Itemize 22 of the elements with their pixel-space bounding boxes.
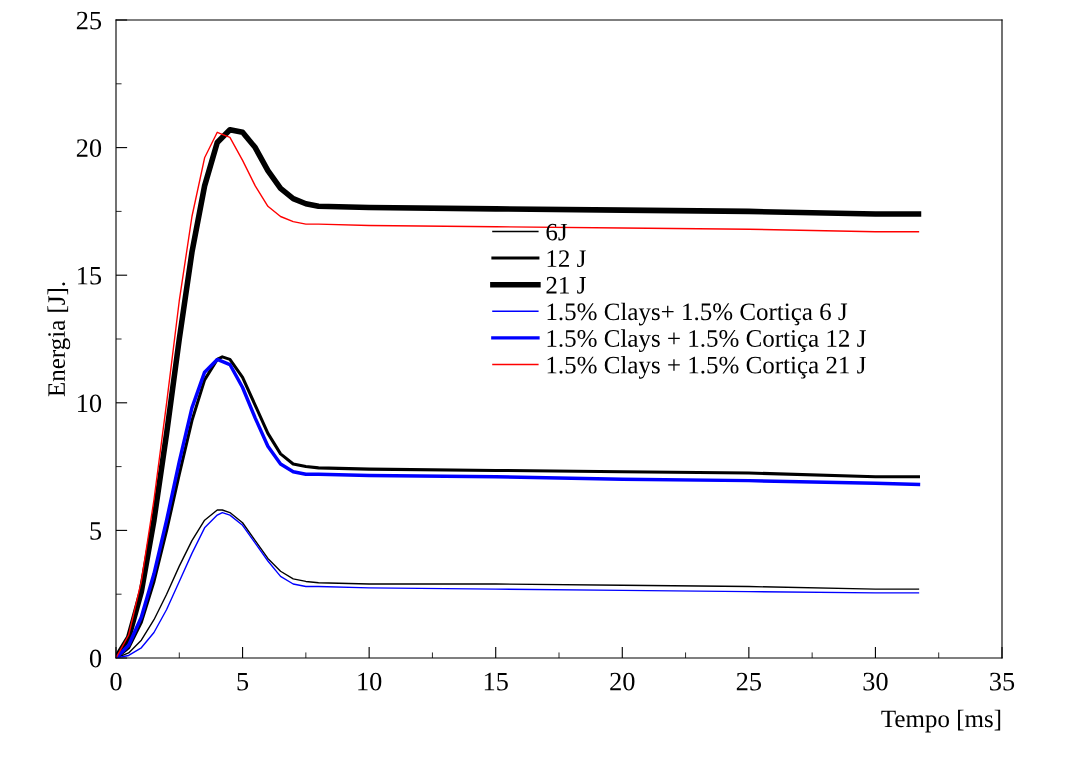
y-tick-label: 25 [76,11,102,30]
y-tick-label: 0 [89,649,102,668]
y-axis-title: Energia [J]. [47,282,71,397]
legend-label: 1.5% Clays+ 1.5% Cortiça 6 J [547,302,848,326]
legend-label: 1.5% Clays + 1.5% Cortiça 12 J [547,329,866,353]
y-tick-label: 20 [76,139,102,158]
x-tick-label: 0 [110,672,122,691]
x-tick-label: 20 [610,672,635,691]
legend-label: 1.5% Clays + 1.5% Cortiça 21 J [547,355,866,379]
x-tick-label: 5 [237,672,249,691]
x-tick-label: 25 [736,672,762,691]
y-tick-label: 15 [78,266,102,285]
y-tick-label: 10 [78,394,102,413]
legend-label: 21 J [546,276,586,294]
x-axis-title: Tempo [ms] [881,709,1001,733]
legend-label: 6J [546,223,568,241]
x-tick-label: 10 [358,672,382,691]
x-tick-label: 15 [484,672,508,691]
y-tick-label: 5 [90,522,102,540]
x-tick-label: 30 [863,672,888,691]
x-tick-label: 35 [990,672,1015,691]
legend-label: 12 J [547,250,586,268]
